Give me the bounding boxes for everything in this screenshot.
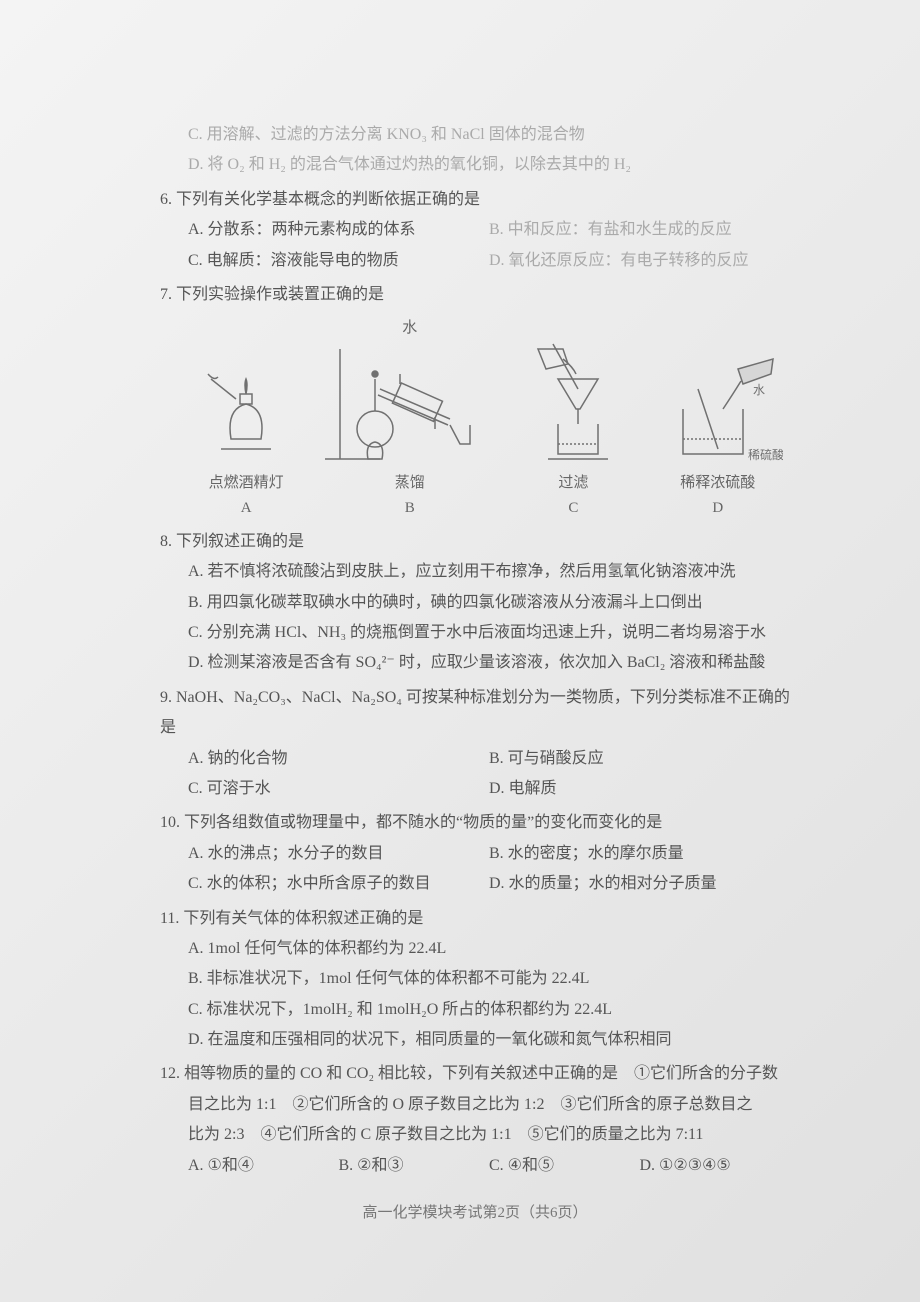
diagram-a: 点燃酒精灯 A: [174, 349, 318, 523]
cap-d1: 稀释浓硫酸: [646, 473, 790, 494]
q11-stem: 11. 下列有关气体的体积叙述正确的是: [160, 904, 790, 934]
q9-a: A. 钠的化合物: [188, 744, 489, 774]
q12-stem3: 比为 2:3 ④它们所含的 C 原子数目之比为 1:1 ⑤它们的质量之比为 7:…: [188, 1120, 790, 1150]
option-c-prev: C. 用溶解、过滤的方法分离 KNO₃ 和 NaCl 固体的混合物: [188, 120, 790, 150]
q6-d: D. 氧化还原反应：有电子转移的反应: [489, 246, 790, 276]
cap-a2: A: [174, 494, 318, 523]
cap-c1: 过滤: [501, 473, 645, 494]
q9-options: A. 钠的化合物 B. 可与硝酸反应 C. 可溶于水 D. 电解质: [188, 744, 790, 805]
q12-stem1: 12. 相等物质的量的 CO 和 CO₂ 相比较，下列有关叙述中正确的是 ①它们…: [160, 1059, 790, 1089]
q10-a: A. 水的沸点；水分子的数目: [188, 839, 489, 869]
alcohol-lamp-icon: [196, 349, 296, 469]
q12-d: D. ①②③④⑤: [640, 1151, 791, 1181]
cap-d2: D: [646, 494, 790, 523]
diagram-c: 过滤 C: [501, 339, 645, 523]
q7-diagrams: 点燃酒精灯 A 水: [174, 318, 790, 523]
q12-c: C. ④和⑤: [489, 1151, 640, 1181]
q6-options: A. 分散系：两种元素构成的体系 B. 中和反应：有盐和水生成的反应 C. 电解…: [188, 215, 790, 276]
q7-stem: 7. 下列实验操作或装置正确的是: [160, 280, 790, 310]
q6-b: B. 中和反应：有盐和水生成的反应: [489, 215, 790, 245]
filtration-icon: [518, 339, 628, 469]
cap-b1: 蒸馏: [318, 473, 501, 494]
cap-b2: B: [318, 494, 501, 523]
q8-d: D. 检测某溶液是否含有 SO₄²⁻ 时，应取少量该溶液，依次加入 BaCl₂ …: [188, 648, 790, 678]
q8-stem: 8. 下列叙述正确的是: [160, 527, 790, 557]
dilute-acid-icon: 水 稀硫酸: [653, 349, 783, 469]
q12-stem2: 目之比为 1:1 ②它们所含的 O 原子数目之比为 1:2 ③它们所含的原子总数…: [188, 1090, 790, 1120]
q11-d: D. 在温度和压强相同的状况下，相同质量的一氧化碳和氮气体积相同: [188, 1025, 790, 1055]
distillation-icon: [320, 339, 500, 469]
q9-stem: 9. NaOH、Na₂CO₃、NaCl、Na₂SO₄ 可按某种标准划分为一类物质…: [160, 683, 790, 744]
q11-a: A. 1mol 任何气体的体积都约为 22.4L: [188, 934, 790, 964]
page-footer: 高一化学模块考试第2页（共6页）: [160, 1199, 790, 1228]
diagram-b: 水: [318, 318, 501, 523]
q10-d: D. 水的质量；水的相对分子质量: [489, 869, 790, 899]
q8-a: A. 若不慎将浓硫酸沾到皮肤上，应立刻用干布擦净，然后用氢氧化钠溶液冲洗: [188, 557, 790, 587]
water-text: 水: [753, 383, 765, 397]
acid-text: 稀硫酸: [748, 447, 783, 462]
q12-b: B. ②和③: [339, 1151, 490, 1181]
q11-c: C. 标准状况下，1molH₂ 和 1molH₂O 所占的体积都约为 22.4L: [188, 995, 790, 1025]
cap-a1: 点燃酒精灯: [174, 473, 318, 494]
q11-b: B. 非标准状况下，1mol 任何气体的体积都不可能为 22.4L: [188, 964, 790, 994]
q9-c: C. 可溶于水: [188, 774, 489, 804]
q6-a: A. 分散系：两种元素构成的体系: [188, 215, 489, 245]
q6-c: C. 电解质：溶液能导电的物质: [188, 246, 489, 276]
q10-stem: 10. 下列各组数值或物理量中，都不随水的“物质的量”的变化而变化的是: [160, 808, 790, 838]
q6-stem: 6. 下列有关化学基本概念的判断依据正确的是: [160, 185, 790, 215]
q10-c: C. 水的体积；水中所含原子的数目: [188, 869, 489, 899]
diagram-d: 水 稀硫酸 稀释浓硫酸 D: [646, 349, 790, 523]
q10-b: B. 水的密度；水的摩尔质量: [489, 839, 790, 869]
q10-options: A. 水的沸点；水分子的数目 B. 水的密度；水的摩尔质量 C. 水的体积；水中…: [188, 839, 790, 900]
exam-page: C. 用溶解、过滤的方法分离 KNO₃ 和 NaCl 固体的混合物 D. 将 O…: [0, 0, 920, 1302]
cap-c2: C: [501, 494, 645, 523]
water-label: 水: [318, 318, 501, 339]
q9-d: D. 电解质: [489, 774, 790, 804]
q8-b: B. 用四氯化碳萃取碘水中的碘时，碘的四氯化碳溶液从分液漏斗上口倒出: [188, 588, 790, 618]
option-d-prev: D. 将 O₂ 和 H₂ 的混合气体通过灼热的氧化铜，以除去其中的 H₂: [188, 150, 790, 180]
q12-options: A. ①和④ B. ②和③ C. ④和⑤ D. ①②③④⑤: [188, 1151, 790, 1181]
q8-c: C. 分别充满 HCl、NH₃ 的烧瓶倒置于水中后液面均迅速上升，说明二者均易溶…: [188, 618, 790, 648]
q12-a: A. ①和④: [188, 1151, 339, 1181]
q9-b: B. 可与硝酸反应: [489, 744, 790, 774]
